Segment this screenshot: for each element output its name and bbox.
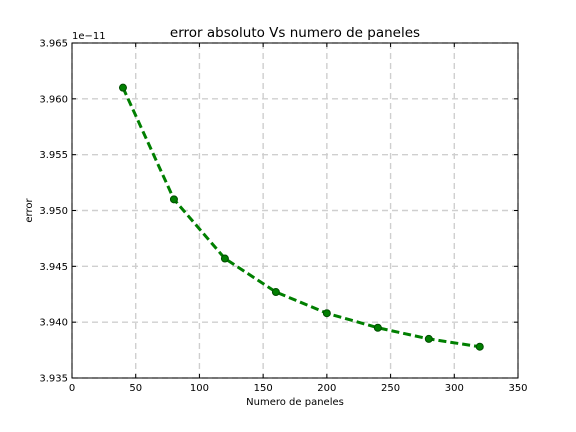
x-axis-label: Numero de paneles <box>246 397 344 408</box>
data-point <box>424 334 433 343</box>
data-series <box>118 83 484 351</box>
x-tick-label: 150 <box>254 383 273 394</box>
y-tick-label: 3.935 <box>39 374 68 385</box>
data-point <box>475 342 484 351</box>
y-tick-label: 3.955 <box>39 150 68 161</box>
data-point <box>118 83 127 92</box>
axis-ticks: 0 50 100 150 200 250 300 350 3.935 3.940 3.945 3.95… <box>39 39 527 395</box>
y-offset-label: 1e−11 <box>72 31 106 42</box>
y-tick-label: 3.940 <box>39 318 68 329</box>
y-tick-label: 3.965 <box>39 39 68 50</box>
data-point <box>322 309 331 318</box>
data-point <box>220 254 229 263</box>
x-tick-label: 250 <box>381 383 400 394</box>
data-point <box>271 288 280 297</box>
data-point <box>373 323 382 332</box>
x-tick-label: 350 <box>508 383 527 394</box>
y-axis-label: error <box>24 198 35 223</box>
x-tick-label: 300 <box>445 383 464 394</box>
x-tick-label: 200 <box>317 383 336 394</box>
x-tick-label: 100 <box>190 383 209 394</box>
data-point <box>169 195 178 204</box>
series-line <box>121 87 480 349</box>
chart-title: error absoluto Vs numero de paneles <box>170 25 420 41</box>
y-tick-label: 3.960 <box>39 94 68 105</box>
x-tick-label: 50 <box>129 383 142 394</box>
y-tick-label: 3.945 <box>39 262 68 273</box>
y-tick-label: 3.950 <box>39 206 68 217</box>
x-tick-label: 0 <box>69 383 75 394</box>
